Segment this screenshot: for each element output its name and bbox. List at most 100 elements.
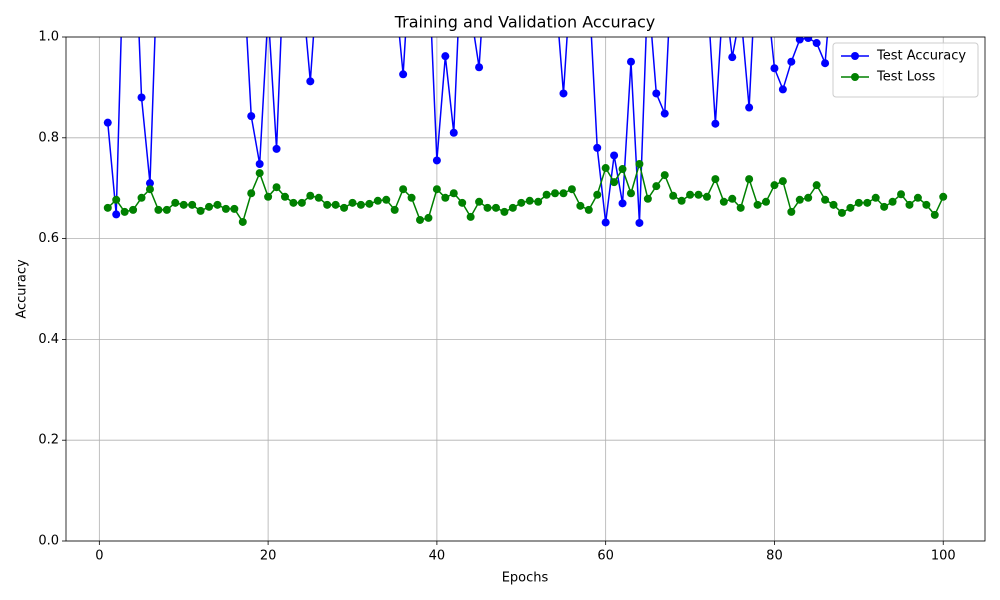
data-point bbox=[728, 194, 737, 203]
data-point bbox=[340, 203, 349, 212]
data-point bbox=[416, 215, 425, 224]
data-point bbox=[686, 190, 695, 199]
data-point bbox=[736, 203, 745, 212]
data-point bbox=[635, 160, 644, 169]
chart-title: Training and Validation Accuracy bbox=[394, 13, 656, 32]
data-point bbox=[829, 200, 838, 209]
data-point bbox=[491, 203, 500, 212]
data-point bbox=[787, 207, 796, 216]
data-point bbox=[449, 128, 458, 137]
data-point bbox=[382, 195, 391, 204]
series-line bbox=[107, 161, 944, 224]
x-tick-label: 0 bbox=[95, 549, 103, 564]
data-point bbox=[390, 205, 399, 214]
data-point bbox=[314, 193, 323, 202]
data-point bbox=[542, 190, 551, 199]
data-point bbox=[441, 52, 450, 61]
data-point bbox=[871, 193, 880, 202]
data-point bbox=[247, 189, 256, 198]
data-point bbox=[432, 156, 441, 165]
data-point bbox=[179, 200, 188, 209]
data-point bbox=[643, 194, 652, 203]
data-point bbox=[171, 198, 180, 207]
data-point bbox=[745, 175, 754, 184]
data-point bbox=[804, 37, 813, 43]
data-point bbox=[778, 85, 787, 94]
data-point bbox=[888, 197, 897, 206]
data-point bbox=[652, 89, 661, 98]
y-tick-label: 0.0 bbox=[38, 534, 59, 549]
x-tick-label: 80 bbox=[766, 549, 783, 564]
data-point bbox=[399, 70, 408, 79]
data-point bbox=[753, 200, 762, 209]
data-point bbox=[770, 64, 779, 73]
legend-label: Test Loss bbox=[876, 70, 935, 85]
data-point bbox=[272, 144, 281, 153]
data-point bbox=[669, 191, 678, 200]
x-tick-label: 20 bbox=[260, 549, 277, 564]
data-point bbox=[213, 200, 222, 209]
data-point bbox=[610, 151, 619, 160]
data-point bbox=[863, 198, 872, 207]
data-point bbox=[264, 192, 273, 201]
data-point bbox=[103, 203, 112, 212]
y-tick-label: 0.4 bbox=[38, 332, 59, 347]
axes-frame bbox=[65, 36, 986, 542]
data-point bbox=[880, 202, 889, 211]
data-point bbox=[103, 118, 112, 127]
data-point bbox=[145, 185, 154, 194]
legend-label: Test Accuracy bbox=[876, 49, 966, 64]
data-point bbox=[331, 200, 340, 209]
data-point bbox=[812, 181, 821, 190]
data-point bbox=[129, 205, 138, 214]
data-point bbox=[112, 210, 121, 219]
series-line bbox=[107, 37, 829, 224]
data-point bbox=[500, 207, 509, 216]
data-point bbox=[449, 189, 458, 198]
data-point bbox=[854, 198, 863, 207]
data-point bbox=[112, 195, 121, 204]
data-point bbox=[306, 77, 315, 86]
data-point bbox=[626, 57, 635, 66]
data-point bbox=[576, 201, 585, 210]
data-point bbox=[711, 175, 720, 184]
data-point bbox=[162, 205, 171, 214]
data-point bbox=[551, 189, 560, 198]
data-point bbox=[711, 119, 720, 128]
data-point bbox=[424, 213, 433, 222]
data-point bbox=[458, 198, 467, 207]
x-tick-label: 60 bbox=[597, 549, 614, 564]
data-point bbox=[593, 143, 602, 152]
data-point bbox=[323, 200, 332, 209]
data-point bbox=[922, 200, 931, 209]
data-point bbox=[930, 210, 939, 219]
data-point bbox=[770, 181, 779, 190]
data-point bbox=[618, 165, 627, 174]
data-point bbox=[626, 189, 635, 198]
data-point bbox=[567, 185, 576, 194]
legend: Test Accuracy Test Loss bbox=[832, 42, 979, 98]
data-point bbox=[905, 200, 914, 209]
data-point bbox=[778, 177, 787, 186]
data-point bbox=[441, 193, 450, 202]
data-point bbox=[677, 196, 686, 205]
data-point bbox=[618, 199, 627, 208]
data-point bbox=[238, 217, 247, 226]
data-point bbox=[137, 93, 146, 102]
data-point bbox=[154, 205, 163, 214]
y-tick-label: 0.2 bbox=[38, 433, 59, 448]
data-point bbox=[795, 37, 804, 44]
data-point bbox=[483, 203, 492, 212]
data-point bbox=[255, 169, 264, 178]
data-point bbox=[812, 39, 821, 48]
data-point bbox=[635, 218, 644, 227]
data-point bbox=[508, 203, 517, 212]
data-point bbox=[466, 212, 475, 221]
data-point bbox=[804, 193, 813, 202]
data-point bbox=[601, 164, 610, 173]
data-point bbox=[787, 57, 796, 66]
data-point bbox=[373, 196, 382, 205]
data-point bbox=[660, 171, 669, 180]
